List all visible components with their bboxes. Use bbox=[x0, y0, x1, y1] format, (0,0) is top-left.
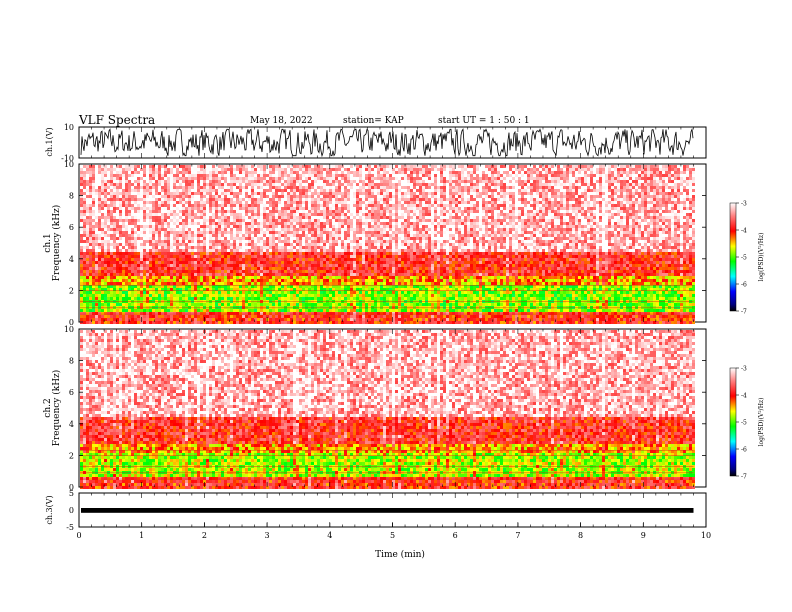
x-tick-label: 6 bbox=[453, 531, 458, 540]
ch2-spectrogram-image bbox=[80, 330, 695, 489]
x-tick-label: 1 bbox=[139, 531, 144, 540]
spec-ytick-label: 8 bbox=[69, 357, 74, 366]
spec-ytick-label: 10 bbox=[64, 160, 74, 169]
colorbar-tick-label: -3 bbox=[741, 201, 747, 208]
spec-ytick-label: 4 bbox=[69, 420, 74, 429]
ch3-ytick-label: -5 bbox=[66, 523, 74, 532]
colorbar-tick-label: -5 bbox=[741, 255, 747, 262]
ch2-colorbar-label: log(PSD)(V²/Hz) bbox=[758, 398, 765, 447]
x-tick-label: 7 bbox=[515, 531, 520, 540]
x-tick-label: 3 bbox=[265, 531, 270, 540]
ch2-colorbar bbox=[730, 368, 736, 476]
vlf-plot: 10 -10 ch.1(V) 0246810 ch.1 Frequency (k… bbox=[0, 0, 792, 612]
colorbar-tick-label: -7 bbox=[741, 474, 747, 481]
x-tick-label: 2 bbox=[202, 531, 207, 540]
ch1-ylabel: ch.1(V) bbox=[45, 127, 54, 156]
colorbar-tick-label: -6 bbox=[741, 282, 747, 289]
ch3-ytick-label: 0 bbox=[69, 506, 74, 515]
spec-ytick-label: 2 bbox=[69, 451, 74, 460]
ch1-colorbar bbox=[730, 203, 736, 311]
spec-ytick-label: 10 bbox=[64, 325, 74, 334]
ch3-ylabel: ch.3(V) bbox=[45, 495, 54, 524]
ch3-ytick-label: 5 bbox=[69, 489, 74, 498]
vlf-spectra-page: VLF Spectra May 18, 2022 station= KAP st… bbox=[0, 0, 792, 612]
x-tick-label: 8 bbox=[578, 531, 583, 540]
colorbar-tick-label: -5 bbox=[741, 420, 747, 427]
ch2-spec-ylabel-line2: Frequency (kHz) bbox=[51, 370, 62, 447]
x-tick-label: 5 bbox=[390, 531, 395, 540]
colorbar-tick-label: -4 bbox=[741, 393, 747, 400]
ch1-panel: 10 -10 ch.1(V) bbox=[45, 123, 706, 163]
ch3-panel: 50-5 ch.3(V) 0 1 2 3 4 5 6 7 8 9 10 Time (min) bbox=[45, 489, 711, 560]
colorbar-tick-label: -3 bbox=[741, 366, 747, 373]
spec-ytick-label: 6 bbox=[69, 223, 74, 232]
spec-ytick-label: 6 bbox=[69, 388, 74, 397]
ch1-ytick-top: 10 bbox=[64, 123, 74, 132]
x-axis-label: Time (min) bbox=[375, 549, 425, 560]
colorbar-tick-label: -4 bbox=[741, 228, 747, 235]
spec-ytick-label: 2 bbox=[69, 286, 74, 295]
x-tick-label: 4 bbox=[327, 531, 332, 540]
ch1-spec-ylabel-line2: Frequency (kHz) bbox=[51, 205, 62, 282]
ch1-colorbar-label: log(PSD)(V²/Hz) bbox=[758, 233, 765, 282]
x-tick-label: 0 bbox=[76, 531, 81, 540]
spec-ytick-label: 8 bbox=[69, 192, 74, 201]
x-tick-label: 10 bbox=[701, 531, 711, 540]
colorbar-tick-label: -7 bbox=[741, 309, 747, 316]
ch1-spectrogram-image bbox=[80, 165, 695, 324]
colorbar-tick-label: -6 bbox=[741, 447, 747, 454]
x-tick-label: 9 bbox=[641, 531, 646, 540]
ch3-signal-band bbox=[81, 508, 694, 513]
spec-ytick-label: 4 bbox=[69, 255, 74, 264]
